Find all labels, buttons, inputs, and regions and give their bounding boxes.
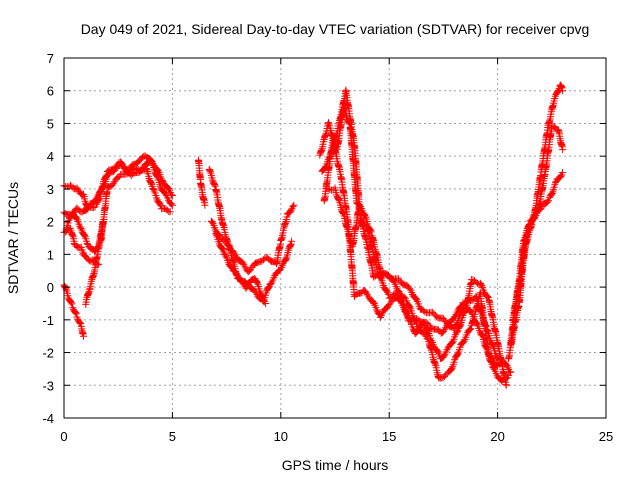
data-series-track [509, 169, 567, 324]
plot-frame [63, 57, 607, 419]
y-tick-label: 6 [47, 84, 54, 99]
data-series-track [194, 156, 209, 209]
x-tick-label: 20 [490, 429, 504, 444]
series-markers [212, 230, 270, 307]
y-tick-label: 0 [47, 280, 54, 295]
y-tick-label: 1 [47, 247, 54, 262]
series-markers [82, 218, 107, 308]
y-tick-label: -4 [42, 411, 54, 426]
series-markers [509, 169, 567, 324]
y-tick-label: -3 [42, 378, 54, 393]
y-tick-label: -2 [42, 346, 54, 361]
x-tick-label: 10 [274, 429, 288, 444]
data-series-track [212, 230, 270, 307]
x-tick-label: 5 [169, 429, 176, 444]
axis-ticks: 0 5 10 15 20 25 -4 -3 -2 -1 0 1 2 3 4 5 6 7 [42, 51, 613, 444]
y-tick-label: 7 [47, 51, 54, 66]
y-tick-label: 3 [47, 182, 54, 197]
y-tick-label: 5 [47, 116, 54, 131]
data-series-track [322, 184, 512, 385]
data-series [60, 81, 567, 389]
series-markers [322, 184, 512, 385]
chart-title: Day 049 of 2021, Sidereal Day-to-day VTE… [81, 21, 590, 37]
x-tick-label: 25 [599, 429, 613, 444]
series-markers [205, 165, 298, 276]
y-tick-label: -1 [42, 313, 54, 328]
x-tick-label: 0 [60, 429, 67, 444]
y-tick-label: 2 [47, 215, 54, 230]
y-tick-label: 4 [47, 149, 54, 164]
series-markers [194, 156, 209, 209]
series-markers [320, 135, 510, 389]
y-axis-label: SDTVAR / TECUs [5, 182, 21, 294]
data-series-track [205, 165, 298, 276]
x-tick-label: 15 [382, 429, 396, 444]
data-series-track [320, 135, 510, 389]
data-series-track [82, 218, 107, 308]
x-axis-label: GPS time / hours [282, 457, 389, 473]
